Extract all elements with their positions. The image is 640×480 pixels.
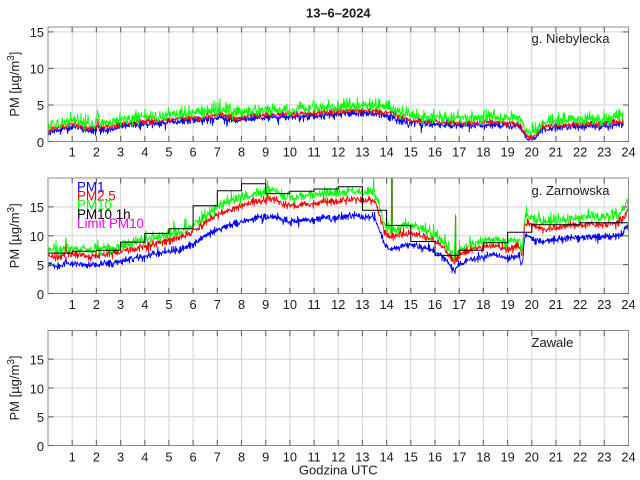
svg-text:2: 2	[93, 297, 100, 312]
svg-text:PM [µg/m3]: PM [µg/m3]	[6, 203, 22, 268]
svg-text:23: 23	[597, 449, 611, 464]
svg-text:4: 4	[141, 145, 148, 160]
svg-text:13: 13	[355, 297, 369, 312]
svg-text:5: 5	[37, 410, 44, 425]
svg-text:Zawale: Zawale	[532, 335, 574, 350]
svg-text:14: 14	[379, 297, 393, 312]
svg-text:20: 20	[525, 145, 539, 160]
svg-text:1: 1	[69, 297, 76, 312]
svg-text:19: 19	[500, 449, 514, 464]
svg-text:g. Zarnowska: g. Zarnowska	[532, 183, 611, 198]
svg-text:23: 23	[597, 297, 611, 312]
svg-text:15: 15	[30, 25, 44, 40]
svg-text:18: 18	[476, 145, 490, 160]
svg-text:6: 6	[190, 297, 197, 312]
svg-text:13: 13	[355, 145, 369, 160]
svg-text:4: 4	[141, 449, 148, 464]
svg-text:9: 9	[262, 145, 269, 160]
svg-text:g. Niebylecka: g. Niebylecka	[532, 31, 611, 46]
svg-text:3: 3	[117, 449, 124, 464]
svg-text:PM2.5: PM2.5	[77, 189, 116, 204]
svg-text:11: 11	[307, 145, 320, 160]
svg-text:7: 7	[214, 145, 221, 160]
svg-text:5: 5	[165, 145, 172, 160]
svg-text:PM10: PM10	[77, 198, 112, 213]
svg-text:Godzina UTC: Godzina UTC	[299, 463, 378, 478]
svg-text:10: 10	[30, 381, 44, 396]
svg-text:10: 10	[283, 145, 297, 160]
svg-text:3: 3	[117, 145, 124, 160]
svg-text:11: 11	[307, 449, 320, 464]
svg-text:7: 7	[214, 297, 221, 312]
svg-text:13: 13	[355, 449, 369, 464]
svg-text:9: 9	[262, 449, 269, 464]
svg-text:15: 15	[404, 449, 418, 464]
svg-text:1: 1	[69, 145, 76, 160]
svg-text:PM1: PM1	[77, 180, 105, 195]
svg-text:8: 8	[238, 145, 245, 160]
svg-text:2: 2	[93, 145, 100, 160]
svg-text:16: 16	[428, 145, 442, 160]
svg-text:6: 6	[190, 145, 197, 160]
svg-text:0: 0	[37, 439, 44, 454]
svg-text:6: 6	[190, 449, 197, 464]
svg-text:16: 16	[428, 449, 442, 464]
svg-text:23: 23	[597, 145, 611, 160]
svg-text:12: 12	[331, 449, 345, 464]
svg-text:PM10 1h: PM10 1h	[77, 207, 131, 222]
svg-text:14: 14	[379, 145, 393, 160]
svg-text:15: 15	[404, 145, 418, 160]
svg-text:5: 5	[37, 98, 44, 113]
svg-text:22: 22	[573, 297, 587, 312]
svg-text:10: 10	[283, 449, 297, 464]
svg-text:11: 11	[307, 297, 320, 312]
svg-text:16: 16	[428, 297, 442, 312]
svg-text:18: 18	[476, 297, 490, 312]
svg-text:0: 0	[37, 135, 44, 150]
svg-text:21: 21	[549, 145, 563, 160]
svg-text:10: 10	[30, 62, 44, 77]
svg-text:21: 21	[549, 449, 563, 464]
svg-text:7: 7	[214, 449, 221, 464]
svg-text:22: 22	[573, 449, 587, 464]
svg-text:1: 1	[69, 449, 76, 464]
svg-text:17: 17	[452, 145, 466, 160]
svg-text:14: 14	[379, 449, 393, 464]
svg-text:5: 5	[165, 297, 172, 312]
svg-text:5: 5	[37, 258, 44, 273]
svg-text:22: 22	[573, 145, 587, 160]
svg-text:20: 20	[525, 297, 539, 312]
svg-text:PM [µg/m3]: PM [µg/m3]	[6, 355, 22, 420]
svg-text:5: 5	[165, 449, 172, 464]
svg-text:15: 15	[30, 353, 44, 368]
svg-text:2: 2	[93, 449, 100, 464]
svg-text:15: 15	[404, 297, 418, 312]
svg-text:10: 10	[30, 229, 44, 244]
svg-text:PM [µg/m3]: PM [µg/m3]	[6, 52, 22, 117]
svg-text:9: 9	[262, 297, 269, 312]
svg-text:17: 17	[452, 449, 466, 464]
svg-text:8: 8	[238, 297, 245, 312]
svg-text:24: 24	[621, 449, 635, 464]
svg-text:10: 10	[283, 297, 297, 312]
svg-text:20: 20	[525, 449, 539, 464]
svg-text:3: 3	[117, 297, 124, 312]
svg-text:21: 21	[549, 297, 563, 312]
svg-text:12: 12	[331, 145, 345, 160]
svg-text:19: 19	[500, 145, 514, 160]
svg-text:15: 15	[30, 200, 44, 215]
svg-text:18: 18	[476, 449, 490, 464]
svg-text:Limit PM10: Limit PM10	[77, 216, 144, 231]
svg-text:19: 19	[500, 297, 514, 312]
svg-text:8: 8	[238, 449, 245, 464]
svg-text:0: 0	[37, 287, 44, 302]
svg-text:4: 4	[141, 297, 148, 312]
svg-text:12: 12	[331, 297, 345, 312]
svg-text:13–6–2024: 13–6–2024	[306, 6, 371, 21]
svg-text:24: 24	[621, 145, 635, 160]
svg-text:17: 17	[452, 297, 466, 312]
svg-text:24: 24	[621, 297, 635, 312]
